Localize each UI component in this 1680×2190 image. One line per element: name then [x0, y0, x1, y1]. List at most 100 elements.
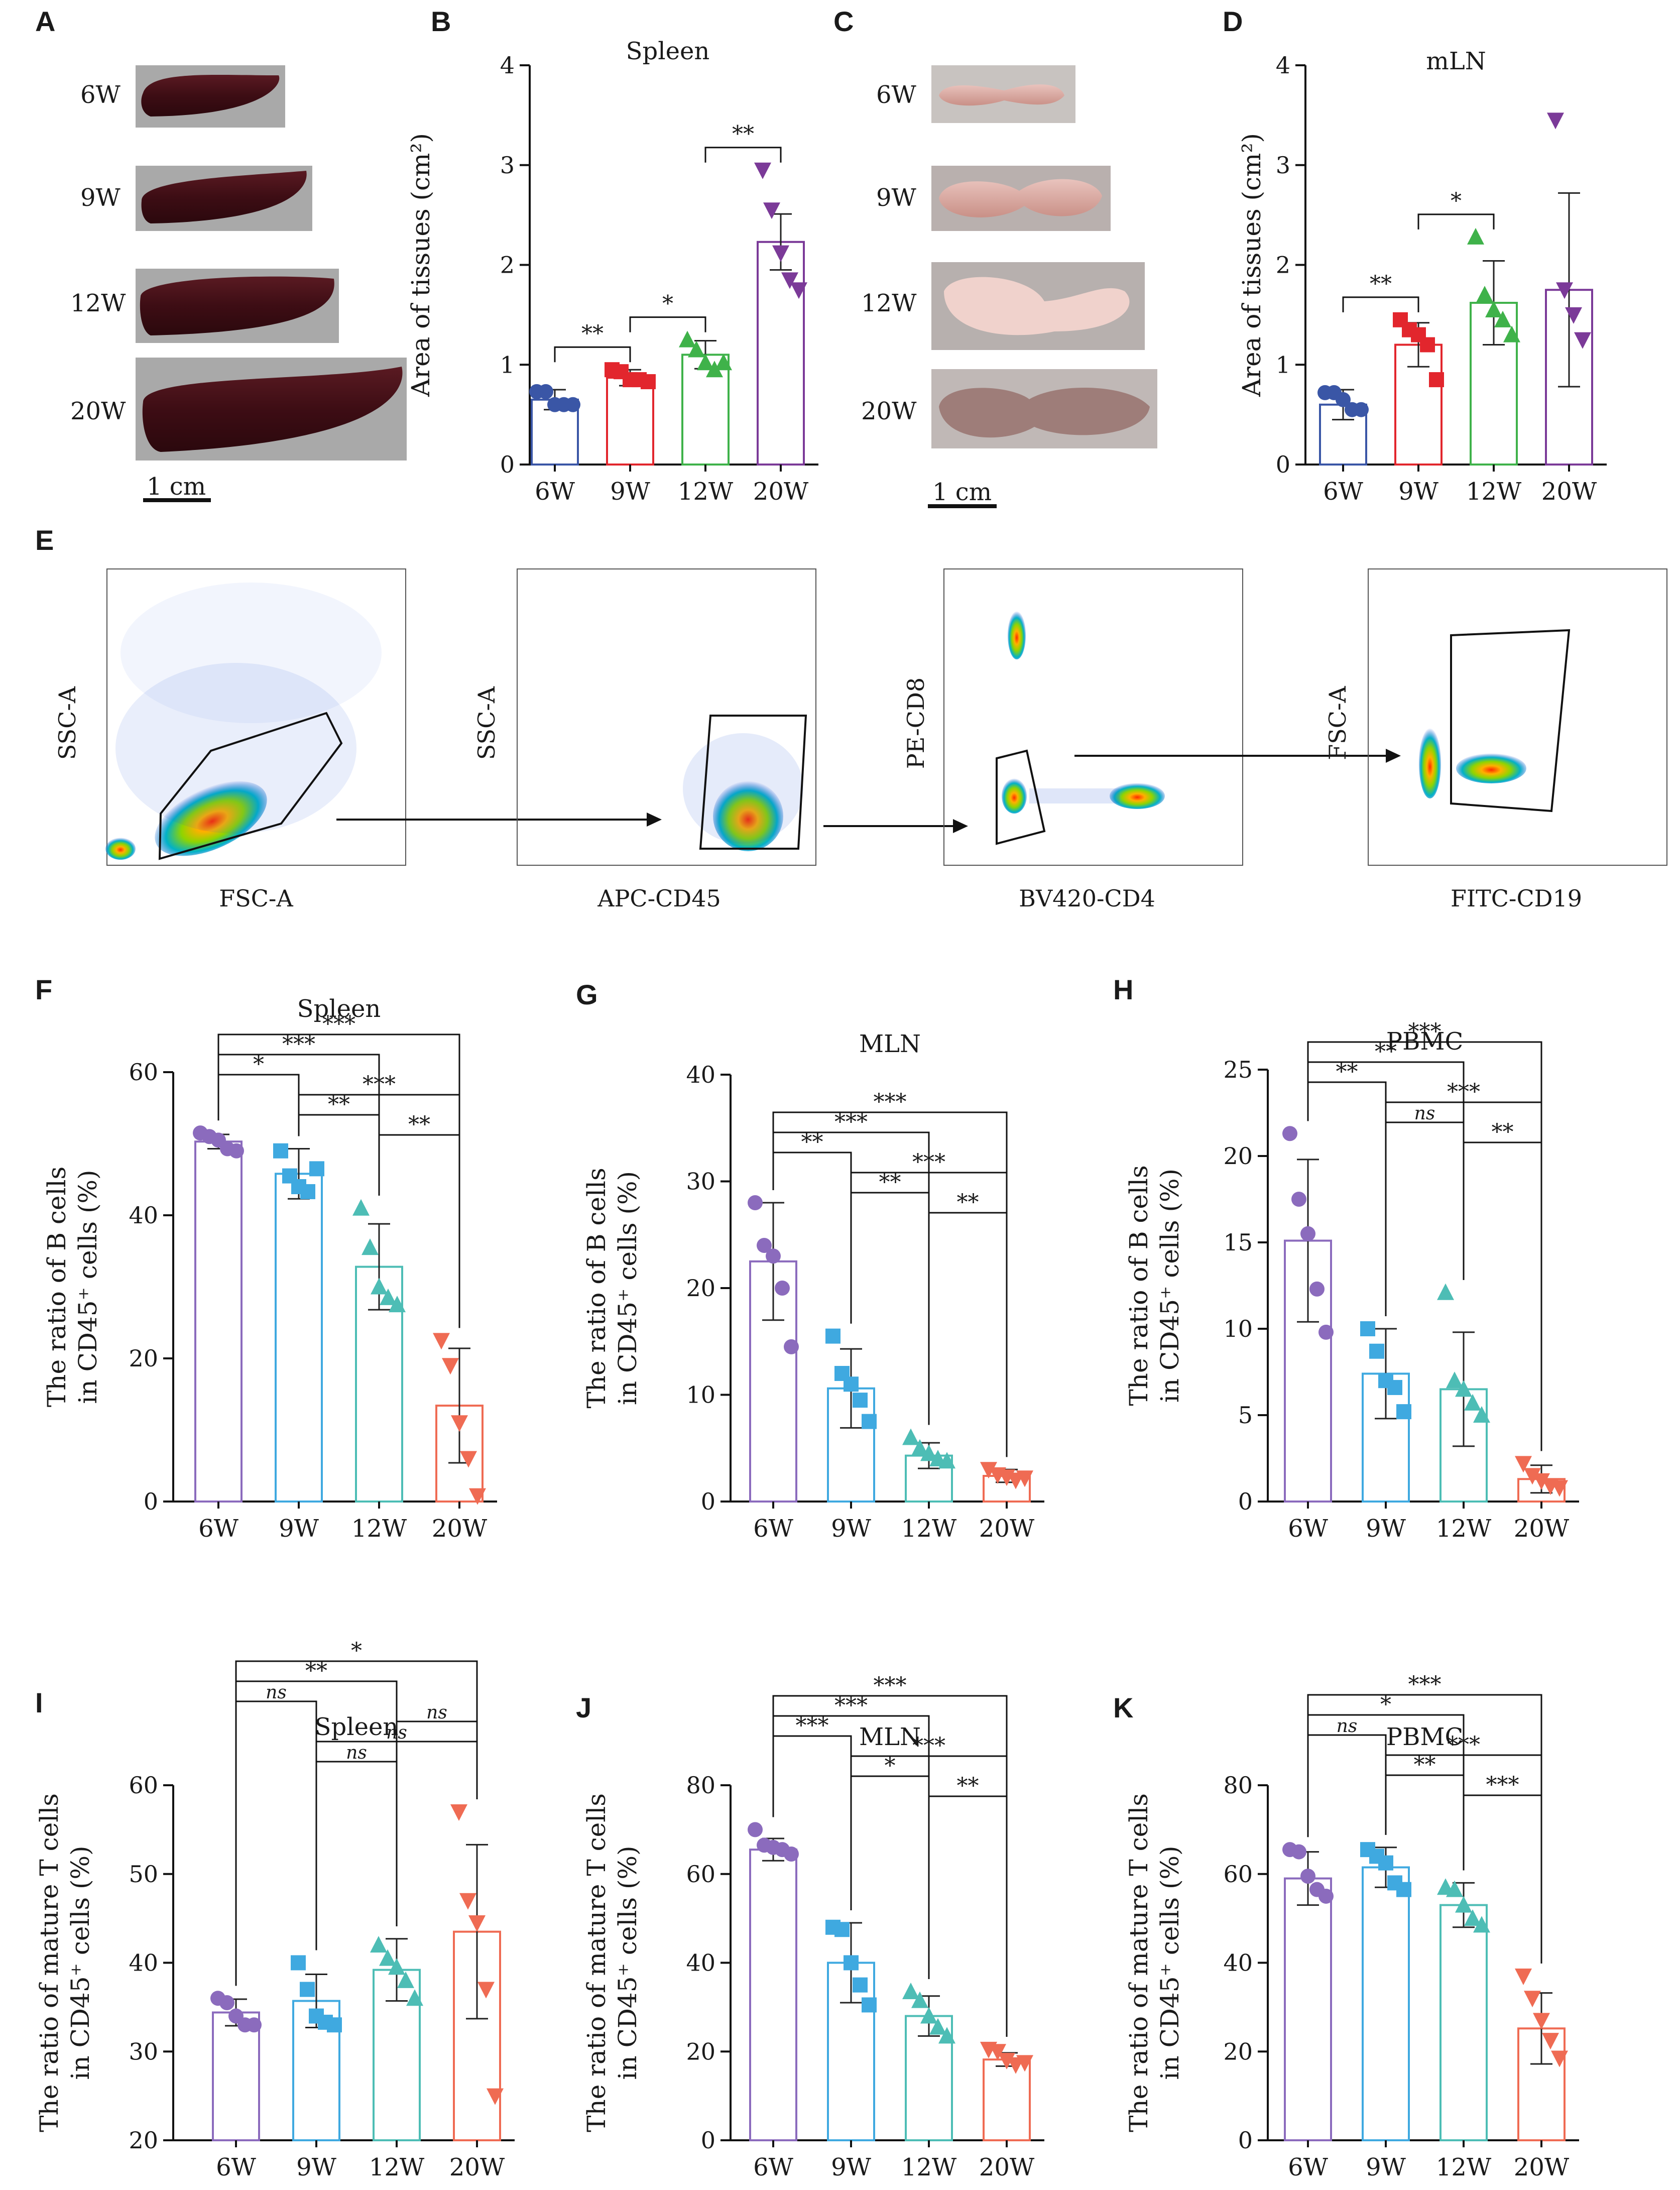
x-tick-label: 20W — [979, 1515, 1035, 1543]
y-tick-label: 80 — [1223, 1772, 1253, 1799]
y-tick-label: 0 — [500, 451, 515, 478]
significance-bracket — [772, 1111, 1008, 1457]
y-tick-label: 60 — [129, 1772, 158, 1799]
y-tick-label: 20 — [129, 2127, 158, 2154]
data-point-9w — [834, 1922, 850, 1937]
photo-label-12w: 12W — [70, 289, 126, 317]
x-tick-label: 20W — [449, 2153, 505, 2181]
y-tick-label: 5 — [1238, 1402, 1253, 1429]
y-axis-label: The ratio of B cells — [1124, 1165, 1153, 1406]
data-point-20w — [1016, 2055, 1033, 2072]
data-point-12w — [1446, 1880, 1463, 1897]
x-tick-label: 20W — [1514, 2153, 1570, 2181]
data-point-12w — [920, 1444, 937, 1461]
flow-plot-2-ylabel: SSC-A — [473, 686, 500, 760]
flow-plot-3-density — [1002, 611, 1165, 814]
data-point-6w — [565, 397, 580, 412]
data-point-20w — [1542, 2033, 1559, 2050]
data-point-20w — [460, 1451, 477, 1468]
significance-label: ns — [1414, 1103, 1435, 1124]
data-point-20w — [487, 2088, 504, 2105]
y-tick-label: 60 — [1223, 1861, 1253, 1888]
gate-cd45 — [699, 715, 807, 850]
y-tick-label: 50 — [129, 1861, 158, 1888]
x-tick-label: 12W — [369, 2153, 425, 2181]
data-point-9w — [1396, 1882, 1411, 1897]
y-axis-label-2: in CD45⁺ cells (%) — [73, 1170, 102, 1404]
bar-20w — [983, 2058, 1031, 2142]
flow-plot-1 — [106, 568, 406, 866]
significance-label: ns — [266, 1682, 287, 1703]
y-tick-label: 80 — [686, 1772, 715, 1799]
data-point-12w — [911, 1439, 928, 1456]
significance-bracket — [1463, 1794, 1542, 1964]
scale-bar-label: 1 cm — [147, 473, 206, 501]
data-point-20w — [1551, 2050, 1568, 2067]
panel-letter-i: I — [35, 1687, 43, 1718]
data-point-20w — [1547, 112, 1564, 130]
chart-title: MLN — [859, 1030, 921, 1058]
photo-label-9w: 9W — [876, 184, 917, 212]
y-tick-label: 20 — [686, 1275, 715, 1302]
panel-letter-b: B — [431, 6, 451, 37]
x-tick-label: 12W — [1436, 2153, 1492, 2181]
scale-bar-label: 1 cm — [932, 478, 992, 506]
data-point-20w — [1016, 1470, 1033, 1487]
data-point-12w — [902, 1428, 919, 1445]
panel-c: C 6W 9W 12W 20W 1 cm — [833, 6, 1157, 508]
data-point-12w — [388, 1958, 405, 1975]
significance-label: ** — [879, 1170, 901, 1195]
data-point-20w — [451, 1415, 468, 1432]
significance-bracket — [554, 346, 631, 363]
photo-label-9w: 9W — [80, 184, 121, 212]
data-point-12w — [697, 354, 714, 371]
significance-label: ** — [1336, 1059, 1358, 1085]
x-tick-label: 6W — [198, 1515, 239, 1543]
y-axis-label-2: in CD45⁺ cells (%) — [1155, 1169, 1184, 1403]
significance-label: * — [253, 1052, 264, 1077]
significance-label: * — [1451, 188, 1462, 214]
y-tick-label: 30 — [686, 1168, 715, 1195]
x-tick-label: 6W — [535, 478, 575, 506]
significance-label: ** — [408, 1112, 430, 1137]
significance-label: *** — [282, 1031, 315, 1057]
significance-label: * — [351, 1638, 362, 1664]
chart-k: K PBMC 0 20 40 60 80 The ratio of mature T cell… — [1113, 1672, 1579, 2181]
x-tick-label: 9W — [279, 1515, 319, 1543]
chart-title: PBMC — [1386, 1723, 1463, 1751]
significance-label: ns — [1337, 1716, 1358, 1737]
data-point-20w — [1574, 332, 1591, 349]
data-point-6w — [748, 1822, 763, 1837]
data-point-12w — [902, 1982, 919, 1999]
data-point-9w — [1378, 1855, 1393, 1871]
y-tick-label: 20 — [1223, 1142, 1253, 1170]
y-tick-label: 40 — [129, 1202, 158, 1229]
significance-bracket — [1307, 1081, 1387, 1316]
data-point-20w — [1515, 1969, 1532, 1986]
data-point-20w — [450, 1804, 467, 1821]
data-point-12w — [352, 1199, 370, 1216]
data-point-6w — [1318, 1324, 1334, 1340]
flow-plot-1-density — [105, 583, 382, 860]
y-tick-label: 40 — [686, 1061, 715, 1088]
data-point-12w — [406, 1989, 423, 2006]
significance-bracket — [235, 1700, 317, 1986]
y-tick-label: 20 — [129, 1345, 158, 1372]
data-point-6w — [1291, 1844, 1306, 1860]
y-tick-label: 20 — [1223, 2038, 1253, 2065]
bar-12w — [681, 354, 730, 466]
data-point-12w — [379, 1949, 396, 1966]
significance-bracket — [1307, 1734, 1387, 1837]
x-tick-label: 6W — [1288, 1515, 1329, 1543]
data-point-12w — [1476, 286, 1493, 303]
data-point-6w — [784, 1339, 799, 1354]
data-point-9w — [1387, 1379, 1402, 1395]
data-point-12w — [679, 330, 696, 348]
significance-bracket — [315, 1761, 398, 1950]
chart-g: G MLN 0 10 20 30 40 The ratio of B cells in CD45… — [576, 979, 1044, 1543]
y-tick-label: 20 — [686, 2038, 715, 2065]
x-tick-label: 12W — [1466, 478, 1522, 506]
bar-12w — [1439, 1904, 1488, 2142]
data-point-6w — [775, 1281, 790, 1296]
significance-bracket — [217, 1074, 300, 1136]
